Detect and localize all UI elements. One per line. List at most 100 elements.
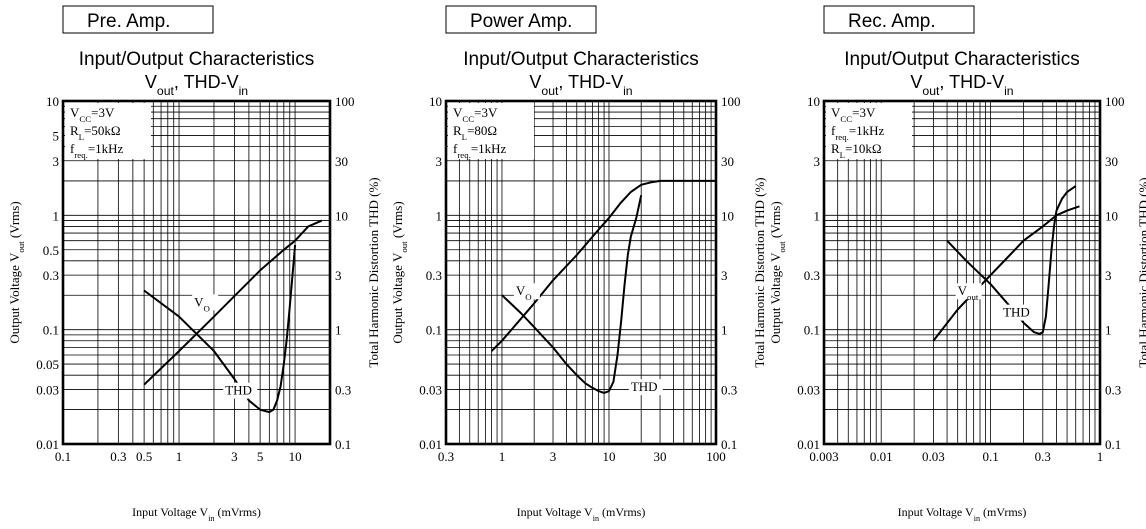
plot-frame	[444, 99, 718, 446]
x-tick-label: 1	[176, 449, 183, 464]
chart-subtitle: Vout, THD-Vin	[145, 72, 248, 98]
y2-tick-label: 100	[1105, 94, 1125, 109]
y-tick-label: 10	[807, 94, 820, 109]
y2-tick-label: 30	[335, 154, 348, 169]
chart-title: Input/Output Characteristics	[844, 49, 1080, 70]
chart-subtitle: Vout, THD-Vin	[529, 72, 632, 98]
series-label-bg	[223, 382, 258, 399]
series-line-vo	[143, 219, 323, 386]
series-line-thd	[946, 185, 1077, 335]
condition-text: RL=10kΩ	[831, 141, 882, 160]
y-tick-label: 3	[814, 154, 821, 169]
y2-tick-label: 3	[1105, 268, 1112, 283]
series-label-thd: THD	[631, 379, 658, 394]
x-axis-label: Input Voltage Vin (mVrms)	[898, 505, 1027, 523]
x-tick-label: 0.5	[136, 449, 152, 464]
condition-text: VCC=3V	[831, 105, 876, 124]
x-tick-label: 3	[550, 449, 557, 464]
y-tick-label: 0.5	[43, 243, 59, 258]
x-axis-label: Input Voltage Vin (mVrms)	[517, 505, 646, 523]
condition-text: RL=80Ω	[453, 123, 497, 142]
y2-axis-label: Total Harmonic Distortion THD (%)	[366, 177, 381, 367]
y-tick-label: 1	[436, 208, 443, 223]
series-label-thd: THD	[225, 383, 252, 398]
y2-tick-label: 1	[335, 323, 342, 338]
plot-frame	[61, 99, 332, 446]
y2-tick-label: 30	[721, 154, 734, 169]
y-tick-label: 0.3	[804, 268, 820, 283]
series-line-vo	[490, 179, 716, 352]
y2-tick-label: 0.1	[721, 437, 737, 452]
condition-text: VCC=3V	[453, 105, 498, 124]
y-tick-label: 0.1	[43, 323, 59, 338]
y-tick-label: 0.03	[36, 382, 59, 397]
y2-tick-label: 0.1	[1105, 437, 1121, 452]
x-tick-label: 1	[499, 449, 506, 464]
y2-tick-label: 10	[335, 208, 348, 223]
series-label-bg	[628, 379, 663, 396]
conditions-background	[65, 103, 151, 159]
y2-axis-label: Total Harmonic Distortion THD (%)	[752, 177, 767, 367]
chart-panel-1: Pre. Amp. Input/Output CharacteristicsVou…	[7, 5, 381, 523]
panel-label-box	[62, 5, 214, 34]
series-label-vo: VO	[194, 294, 210, 313]
y2-tick-label: 0.3	[721, 382, 737, 397]
x-tick-label: 0.3	[438, 449, 454, 464]
series-line-thd	[143, 244, 297, 414]
panel-label: Rec. Amp.	[848, 11, 936, 32]
x-tick-label: 10	[602, 449, 615, 464]
x-tick-label: 3	[231, 449, 238, 464]
series-label-vout: Vout	[958, 283, 979, 302]
y2-tick-label: 0.3	[1105, 382, 1121, 397]
y-tick-label: 10	[429, 94, 442, 109]
x-axis-label: Input Voltage Vin (mVrms)	[132, 505, 261, 523]
y-axis-label: Output Voltage Vout (Vrms)	[768, 201, 787, 343]
y-tick-label: 3	[53, 154, 60, 169]
y-tick-label: 10	[46, 94, 59, 109]
y2-tick-label: 1	[721, 323, 728, 338]
y-tick-label: 0.05	[36, 357, 59, 372]
condition-text: freq.=1kHz	[831, 123, 885, 142]
x-tick-label: 0.1	[982, 449, 998, 464]
y-tick-label: 3	[436, 154, 443, 169]
y-tick-label: 0.3	[426, 268, 442, 283]
x-tick-label: 0.3	[110, 449, 126, 464]
x-tick-label: 1	[1097, 449, 1104, 464]
y2-tick-label: 0.3	[335, 382, 351, 397]
y-axis-label: Output Voltage Vout (Vrms)	[7, 201, 26, 343]
series-label-vo: VO	[516, 283, 532, 302]
x-tick-label: 5	[257, 449, 264, 464]
y-tick-label: 0.01	[797, 437, 820, 452]
y2-tick-label: 100	[721, 94, 741, 109]
series-line-thd	[501, 194, 643, 394]
y2-tick-label: 3	[721, 268, 728, 283]
series-label-bg	[192, 294, 219, 311]
chart-panel-2: Power Amp. Input/Output CharacteristicsVo…	[390, 5, 767, 523]
condition-text: VCC=3V	[70, 105, 115, 124]
y2-tick-label: 100	[335, 94, 355, 109]
y2-axis-label: Total Harmonic Distortion THD (%)	[1136, 177, 1146, 367]
x-tick-label: 10	[289, 449, 302, 464]
y2-tick-label: 1	[1105, 323, 1112, 338]
series-label-bg	[1001, 304, 1036, 321]
x-tick-label: 0.1	[55, 449, 71, 464]
y-tick-label: 0.03	[797, 382, 820, 397]
y2-tick-label: 30	[1105, 154, 1118, 169]
x-tick-label: 0.03	[922, 449, 945, 464]
conditions-background	[826, 103, 912, 159]
y2-tick-label: 10	[1105, 208, 1118, 223]
y-tick-label: 1	[53, 208, 60, 223]
y-axis-label: Output Voltage Vout (Vrms)	[390, 201, 409, 343]
plot-frame	[822, 99, 1102, 446]
condition-text: freq.=1kHz	[70, 141, 124, 160]
panel-label-box	[445, 5, 597, 34]
y-tick-label: 0.01	[419, 437, 442, 452]
grid	[445, 100, 717, 445]
panel-label-box	[823, 5, 975, 34]
series-label-bg	[513, 283, 540, 300]
y2-tick-label: 0.1	[335, 437, 351, 452]
y2-tick-label: 10	[721, 208, 734, 223]
y-tick-label: 0.1	[426, 323, 442, 338]
chart-title: Input/Output Characteristics	[79, 49, 315, 70]
